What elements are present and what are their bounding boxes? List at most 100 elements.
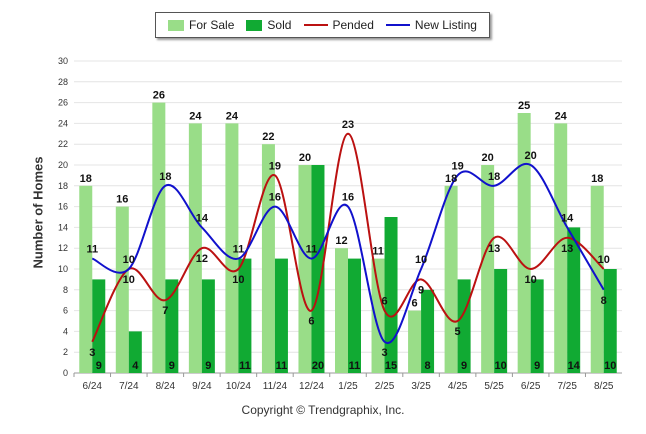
y-tick-label: 24 bbox=[58, 118, 68, 128]
data-label-new-listing: 8 bbox=[601, 295, 607, 307]
data-label-sold: 15 bbox=[385, 360, 397, 372]
bar-sold bbox=[421, 289, 435, 373]
bar-for-sale bbox=[115, 206, 129, 373]
bar-sold bbox=[311, 165, 325, 373]
data-label-sold: 14 bbox=[568, 360, 581, 372]
data-label-for-sale: 26 bbox=[153, 90, 165, 102]
legend-item-pended[interactable]: Pended bbox=[303, 18, 374, 32]
y-tick-label: 14 bbox=[58, 222, 68, 232]
data-label-sold: 4 bbox=[132, 360, 139, 372]
data-labels: 18 16 26 24 24 22 20 12 11 6 18 20 25 24 18 9 4 9 9 11 11 20 1… bbox=[80, 90, 617, 372]
data-label-for-sale: 12 bbox=[335, 235, 347, 247]
data-label-sold: 8 bbox=[425, 360, 431, 372]
y-tick-label: 0 bbox=[63, 368, 68, 378]
copyright-text: Copyright © Trendgraphix, Inc. bbox=[241, 403, 405, 417]
legend-label-pended: Pended bbox=[332, 18, 374, 32]
bar-for-sale bbox=[481, 165, 495, 373]
data-label-pended: 6 bbox=[381, 296, 387, 308]
y-tick-label: 16 bbox=[58, 202, 68, 212]
data-label-for-sale: 18 bbox=[445, 173, 457, 185]
x-axis-ticks: 6/24 7/24 8/24 9/24 10/24 11/24 12/24 1/25 2/25 3… bbox=[73, 373, 614, 392]
bar-sold bbox=[530, 279, 544, 373]
data-label-sold: 20 bbox=[312, 360, 324, 372]
bar-sold bbox=[128, 331, 142, 373]
legend-item-for-sale[interactable]: For Sale bbox=[168, 18, 234, 32]
bar-for-sale bbox=[188, 123, 202, 374]
bar-sold bbox=[494, 269, 508, 373]
bar-for-sale bbox=[371, 258, 385, 373]
legend-swatch-for-sale bbox=[168, 19, 185, 31]
bar-for-sale bbox=[261, 144, 275, 373]
bar-sold bbox=[603, 269, 617, 373]
bar-sold bbox=[165, 279, 179, 373]
bar-for-sale bbox=[554, 123, 568, 374]
x-tick-label: 6/25 bbox=[521, 381, 541, 392]
data-label-sold: 9 bbox=[205, 360, 211, 372]
line-new-listing bbox=[91, 162, 605, 345]
bar-sold bbox=[348, 258, 361, 373]
data-label-for-sale: 16 bbox=[116, 194, 128, 206]
data-label-new-listing: 18 bbox=[159, 171, 171, 183]
data-label-new-listing: 10 bbox=[415, 254, 427, 266]
data-label-new-listing: 18 bbox=[488, 171, 500, 183]
data-label-pended: 10 bbox=[598, 254, 610, 266]
x-tick-label: 6/24 bbox=[83, 381, 103, 392]
data-label-for-sale: 22 bbox=[262, 131, 274, 143]
data-label-pended: 19 bbox=[269, 160, 281, 172]
y-tick-label: 20 bbox=[58, 160, 68, 170]
data-label-sold: 10 bbox=[495, 360, 507, 372]
legend-swatch-pended bbox=[303, 24, 328, 26]
bar-for-sale bbox=[408, 310, 422, 373]
data-label-new-listing: 14 bbox=[196, 212, 209, 224]
x-tick-label: 5/25 bbox=[484, 381, 504, 392]
x-tick-label: 7/24 bbox=[119, 381, 139, 392]
data-label-pended: 10 bbox=[525, 274, 537, 286]
data-label-for-sale: 11 bbox=[372, 246, 384, 258]
legend-swatch-sold bbox=[246, 19, 263, 31]
x-tick-label: 8/25 bbox=[594, 381, 614, 392]
x-tick-label: 3/25 bbox=[411, 381, 431, 392]
x-tick-label: 2/25 bbox=[375, 381, 395, 392]
x-tick-label: 4/25 bbox=[448, 381, 468, 392]
y-tick-label: 10 bbox=[58, 264, 68, 274]
bar-sold bbox=[274, 258, 288, 373]
data-label-pended: 10 bbox=[123, 254, 135, 266]
bar-for-sale bbox=[335, 248, 348, 373]
data-label-new-listing: 11 bbox=[306, 244, 318, 256]
data-label-pended: 13 bbox=[561, 243, 573, 255]
bar-sold bbox=[201, 279, 215, 373]
data-label-pended: 9 bbox=[418, 284, 424, 296]
legend-label-for-sale: For Sale bbox=[189, 18, 235, 32]
y-tick-label: 6 bbox=[63, 306, 68, 316]
x-tick-label: 10/24 bbox=[226, 381, 251, 392]
chart-lines bbox=[91, 132, 605, 345]
data-label-for-sale: 24 bbox=[189, 110, 202, 122]
data-label-pended: 12 bbox=[196, 253, 208, 265]
legend-item-new-listing[interactable]: New Listing bbox=[385, 18, 477, 32]
data-label-for-sale: 20 bbox=[482, 152, 494, 164]
x-tick-label: 12/24 bbox=[299, 381, 324, 392]
data-label-new-listing: 3 bbox=[381, 347, 387, 359]
data-label-for-sale: 6 bbox=[412, 298, 418, 310]
data-label-new-listing: 20 bbox=[525, 150, 537, 162]
data-label-sold: 9 bbox=[461, 360, 467, 372]
bar-for-sale bbox=[79, 185, 93, 373]
legend-item-sold[interactable]: Sold bbox=[246, 18, 291, 32]
x-tick-label: 8/24 bbox=[156, 381, 176, 392]
data-label-sold: 11 bbox=[349, 360, 361, 372]
bar-for-sale bbox=[444, 185, 458, 373]
bar-sold bbox=[238, 258, 252, 373]
y-tick-label: 22 bbox=[58, 139, 68, 149]
data-label-for-sale: 18 bbox=[80, 173, 92, 185]
bar-for-sale bbox=[152, 102, 166, 373]
bar-sold bbox=[384, 217, 398, 373]
data-label-sold: 9 bbox=[96, 360, 102, 372]
bar-for-sale bbox=[517, 113, 531, 373]
data-label-sold: 9 bbox=[534, 360, 540, 372]
y-tick-label: 8 bbox=[63, 285, 68, 295]
y-tick-label: 28 bbox=[58, 77, 68, 87]
data-label-pended: 3 bbox=[89, 347, 95, 359]
chart-bars bbox=[79, 102, 617, 374]
